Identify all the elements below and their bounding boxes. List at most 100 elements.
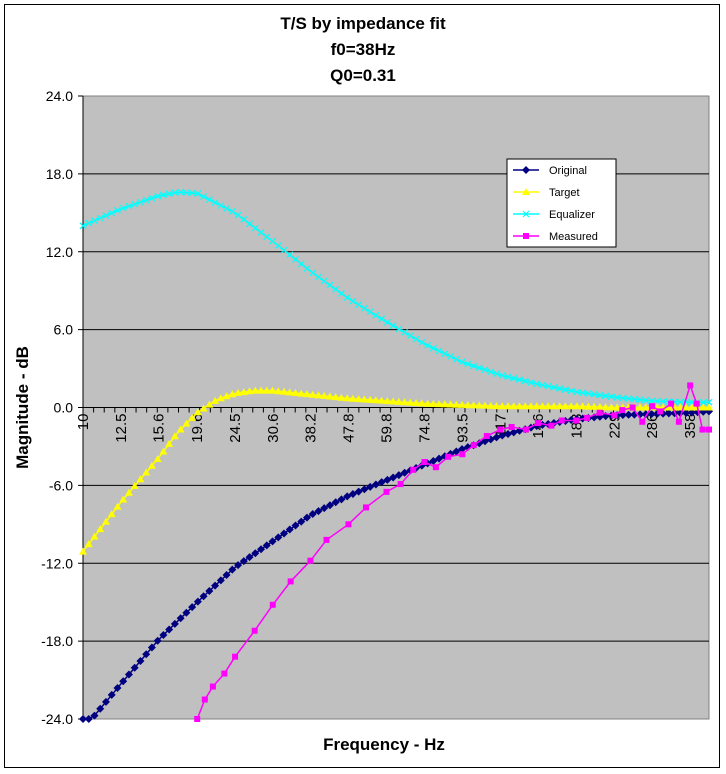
marker-x <box>470 362 477 370</box>
marker-x <box>567 387 575 395</box>
marker-x <box>280 246 288 254</box>
chart-title-line-2: f0=38Hz <box>330 40 396 59</box>
marker-square <box>251 627 258 634</box>
marker-triangle <box>544 402 553 410</box>
marker-triangle <box>79 547 87 555</box>
marker-square <box>639 418 646 425</box>
marker-triangle <box>142 468 151 476</box>
y-tick-label: 6.0 <box>54 322 74 338</box>
marker-x <box>498 372 506 379</box>
marker-x <box>91 217 98 225</box>
marker-x <box>96 214 104 222</box>
marker-square <box>287 578 294 585</box>
marker-diamond <box>383 475 392 484</box>
marker-triangle <box>124 488 133 496</box>
marker-square <box>657 408 664 415</box>
marker-triangle <box>526 402 535 410</box>
y-tick-label: 24.0 <box>46 88 73 104</box>
marker-triangle <box>601 403 610 411</box>
x-tick-label: 12.5 <box>113 414 130 443</box>
marker-x <box>389 322 397 330</box>
marker-diamond <box>429 456 438 465</box>
marker-triangle <box>366 395 375 403</box>
marker-diamond <box>503 429 512 438</box>
marker-triangle <box>170 432 179 440</box>
marker-x <box>659 397 667 405</box>
marker-x <box>447 352 454 360</box>
marker-square <box>201 696 208 703</box>
marker-x <box>636 396 644 404</box>
x-tick-label: 59.8 <box>378 414 395 443</box>
marker-x <box>544 382 552 390</box>
marker-x <box>441 350 449 358</box>
marker-x <box>596 391 604 399</box>
marker-x <box>504 373 512 381</box>
x-tick-label: 30.6 <box>265 414 282 443</box>
marker-diamond <box>84 715 93 723</box>
marker-x <box>246 220 253 228</box>
marker-x <box>579 389 587 397</box>
marker-x <box>533 380 541 388</box>
marker-triangle <box>555 402 564 410</box>
marker-square <box>596 409 603 416</box>
marker-diamond <box>371 480 380 489</box>
marker-square <box>706 426 712 433</box>
marker-square <box>470 442 477 449</box>
marker-triangle <box>446 400 455 408</box>
marker-x <box>360 304 368 312</box>
marker-diamond <box>251 549 260 558</box>
marker-diamond <box>280 529 289 538</box>
marker-diamond <box>337 495 346 504</box>
legend: Original Target Equalizer Measured <box>506 158 617 248</box>
series-equalizer <box>79 188 713 406</box>
y-tick-label: -6.0 <box>49 477 73 493</box>
marker-diamond <box>682 408 691 417</box>
marker-triangle <box>567 402 576 410</box>
marker-diamond <box>257 545 266 554</box>
marker-triangle <box>153 455 162 463</box>
marker-triangle <box>262 386 271 394</box>
marker-x <box>676 398 684 406</box>
marker-x <box>182 189 190 197</box>
marker-triangle <box>130 482 139 490</box>
marker-triangle <box>486 401 495 409</box>
marker-triangle <box>664 403 673 411</box>
marker-diamond <box>107 690 116 699</box>
marker-diamond <box>159 631 168 640</box>
marker-triangle <box>348 394 357 402</box>
marker-x <box>159 191 167 199</box>
legend-label: Equalizer <box>549 209 595 221</box>
marker-x <box>85 219 93 227</box>
chart-title-line-1: T/S by impedance fit <box>280 14 446 33</box>
marker-diamond <box>222 570 231 579</box>
marker-triangle <box>205 400 214 408</box>
marker-x <box>625 395 633 403</box>
marker-square <box>611 412 618 419</box>
marker-diamond <box>452 447 461 456</box>
marker-x <box>590 390 598 398</box>
marker-triangle <box>590 402 599 410</box>
marker-triangle <box>107 510 116 518</box>
marker-diamond <box>308 510 317 519</box>
marker-x <box>401 328 409 336</box>
marker-triangle <box>257 386 266 394</box>
marker-triangle <box>584 402 593 410</box>
marker-triangle <box>503 402 512 410</box>
marker-square <box>221 670 228 677</box>
marker-diamond <box>400 468 409 477</box>
marker-triangle <box>360 395 369 403</box>
marker-triangle <box>452 400 461 408</box>
marker-triangle <box>613 403 622 411</box>
marker-square <box>699 426 706 433</box>
marker-square <box>323 536 330 543</box>
marker-triangle <box>325 392 334 400</box>
marker-x <box>228 207 236 215</box>
marker-x <box>349 297 357 305</box>
marker-triangle <box>509 402 518 410</box>
marker-diamond <box>262 541 271 550</box>
marker-square <box>629 404 636 411</box>
marker-triangle <box>314 391 323 399</box>
marker-x <box>338 290 345 297</box>
marker-x <box>211 199 219 206</box>
